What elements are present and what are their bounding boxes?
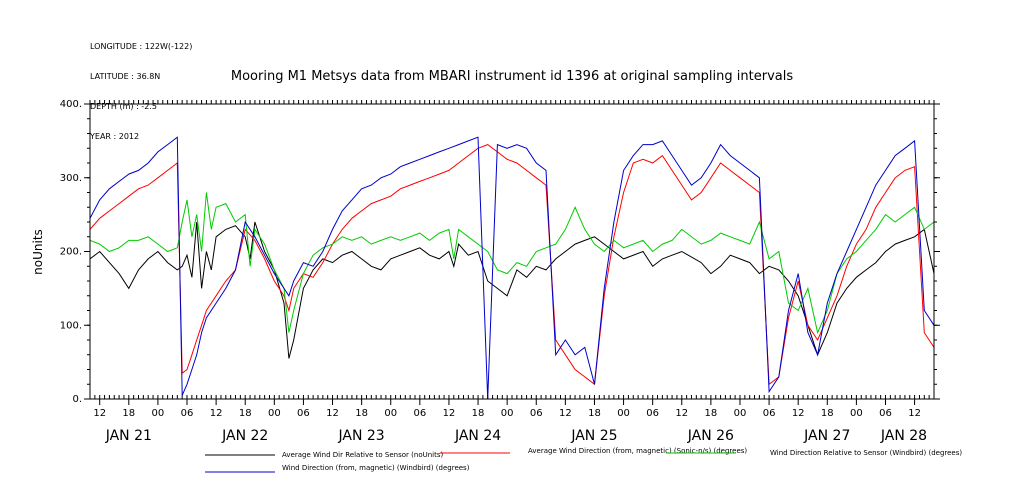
x-tick-label: 06 [530, 408, 543, 419]
x-axis: 12 18 00 06 12 18 00 06 12 18 00 06 12 18 00 06 12 18 00 06… [89, 100, 935, 444]
x-date-label: JAN 23 [338, 428, 385, 444]
y-axis-label: noUnits [31, 229, 45, 275]
x-date-label: JAN 27 [803, 428, 850, 444]
series-line-3 [90, 192, 934, 335]
x-tick-label: 00 [850, 408, 863, 419]
x-date-label: JAN 22 [221, 428, 268, 444]
x-tick-label: 06 [181, 408, 194, 419]
plot-area [89, 103, 935, 400]
x-tick-label: 06 [413, 408, 426, 419]
y-tick-label: 0. [72, 394, 82, 405]
legend-label-2: Average Wind Direction (from, magnetic) … [528, 447, 747, 455]
x-tick-label: 18 [705, 408, 718, 419]
legend-label-1: Average Wind Dir Relative to Sensor (noU… [282, 451, 443, 459]
x-tick-label: 18 [355, 408, 368, 419]
x-tick-label: 12 [908, 408, 921, 419]
x-tick-label: 18 [122, 408, 135, 419]
plot-frame [89, 103, 935, 400]
x-tick-label: 12 [792, 408, 805, 419]
y-tick-label: 300. [60, 173, 82, 184]
chart-title: Mooring M1 Metsys data from MBARI instru… [231, 69, 793, 84]
x-tick-label: 18 [821, 408, 834, 419]
metadata-depth: DEPTH (m) : -2.5 [90, 102, 157, 111]
x-tick-label: 00 [734, 408, 747, 419]
x-tick-label: 18 [239, 408, 252, 419]
legend-label-3: Wind Direction Relative to Sensor (Windb… [770, 449, 962, 457]
x-date-label: JAN 21 [105, 428, 152, 444]
x-tick-label: 12 [443, 408, 456, 419]
x-date-label: JAN 25 [570, 428, 617, 444]
y-tick-label: 100. [60, 320, 82, 331]
metadata-block: LONGITUDE : 122W(-122) LATITUDE : 36.8N … [90, 22, 192, 152]
x-tick-label: 18 [588, 408, 601, 419]
series-group [90, 136, 934, 399]
x-date-label: JAN 26 [687, 428, 734, 444]
legend-label-4: Wind Direction (from, magnetic) (Windbir… [282, 464, 470, 472]
x-tick-label: 00 [384, 408, 397, 419]
y-tick-label: 400. [60, 99, 82, 110]
series-line-1 [90, 221, 934, 359]
x-tick-label: 00 [268, 408, 281, 419]
x-tick-label: 12 [675, 408, 688, 419]
metadata-year: YEAR : 2012 [90, 132, 140, 141]
x-tick-label: 00 [152, 408, 165, 419]
x-tick-label: 12 [326, 408, 339, 419]
x-tick-label: 06 [879, 408, 892, 419]
x-tick-label: 12 [93, 408, 106, 419]
metadata-latitude: LATITUDE : 36.8N [90, 72, 161, 81]
x-tick-label: 12 [210, 408, 223, 419]
series-line-2 [90, 144, 934, 386]
x-date-label: JAN 24 [454, 428, 501, 444]
metadata-longitude: LONGITUDE : 122W(-122) [90, 42, 193, 51]
x-tick-label: 06 [646, 408, 659, 419]
series-line-4 [90, 136, 934, 399]
x-tick-label: 06 [297, 408, 310, 419]
y-axis: 0. 100. 200. 300. 400. [60, 99, 940, 405]
x-tick-label: 00 [617, 408, 630, 419]
x-date-label: JAN 28 [880, 428, 927, 444]
x-tick-label: 00 [501, 408, 514, 419]
x-tick-label: 12 [559, 408, 572, 419]
x-tick-label: 06 [763, 408, 776, 419]
y-tick-label: 200. [60, 247, 82, 258]
x-tick-label: 18 [472, 408, 485, 419]
legend: Average Wind Dir Relative to Sensor (noU… [205, 447, 962, 473]
